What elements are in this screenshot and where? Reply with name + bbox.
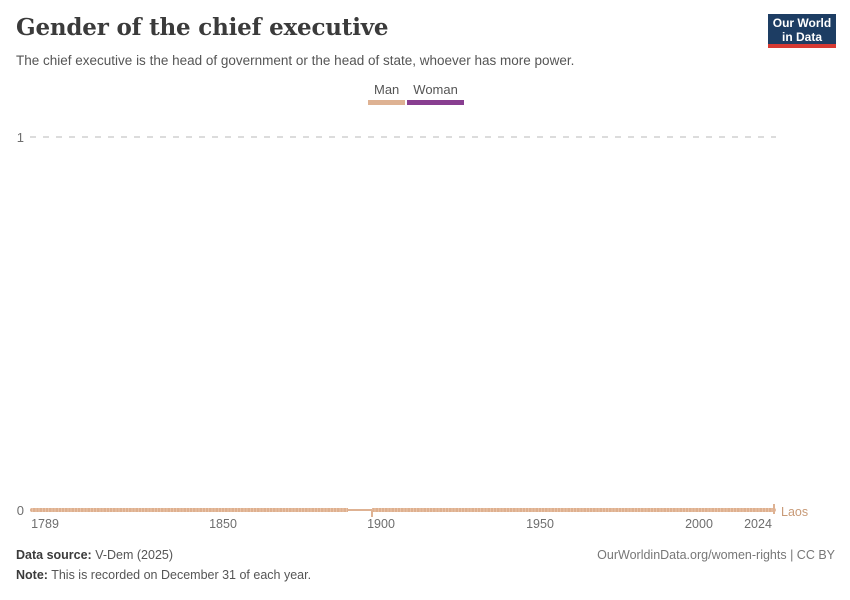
legend-item-woman[interactable]: Woman (407, 82, 464, 105)
x-axis-tick-2024: 2024 (744, 517, 772, 531)
note-line: Note: This is recorded on December 31 of… (16, 568, 311, 582)
laos-series-gap-tick (371, 510, 373, 517)
page-title: Gender of the chief executive (16, 14, 389, 41)
legend-swatch-woman (407, 100, 464, 105)
legend-item-man[interactable]: Man (368, 82, 406, 105)
data-source-label: Data source: (16, 548, 92, 562)
legend-label-man: Man (374, 82, 400, 97)
owid-logo-line2: in Data (781, 30, 822, 44)
laos-series-line[interactable] (30, 504, 776, 517)
x-axis-tick-2000: 2000 (685, 517, 713, 531)
x-axis-tick-1850: 1850 (209, 517, 237, 531)
data-source-line: Data source: V-Dem (2025) (16, 548, 173, 562)
chart-subtitle: The chief executive is the head of gover… (16, 53, 575, 68)
owid-logo-line1: Our World (772, 16, 832, 30)
x-axis-tick-1900: 1900 (367, 517, 395, 531)
y-axis-tick-1: 1 (16, 130, 24, 145)
note-value: This is recorded on December 31 of each … (47, 568, 312, 582)
x-axis-tick-1950: 1950 (526, 517, 554, 531)
legend-swatch-man (368, 100, 406, 105)
y-axis-tick-0: 0 (16, 503, 24, 518)
gridline-y1 (30, 136, 776, 138)
chart-legend: Man Woman (368, 82, 464, 105)
data-source-value: V-Dem (2025) (91, 548, 174, 562)
note-label: Note: (16, 568, 48, 582)
owid-logo[interactable]: Our World in Data (768, 14, 836, 48)
citation-link[interactable]: OurWorldinData.org/women-rights | CC BY (597, 548, 835, 562)
legend-label-woman: Woman (413, 82, 458, 97)
entity-label-laos[interactable]: Laos (781, 505, 809, 519)
laos-series-end-marker (773, 504, 775, 514)
x-axis-tick-1789: 1789 (31, 517, 59, 531)
laos-series-data-gap (348, 507, 372, 513)
